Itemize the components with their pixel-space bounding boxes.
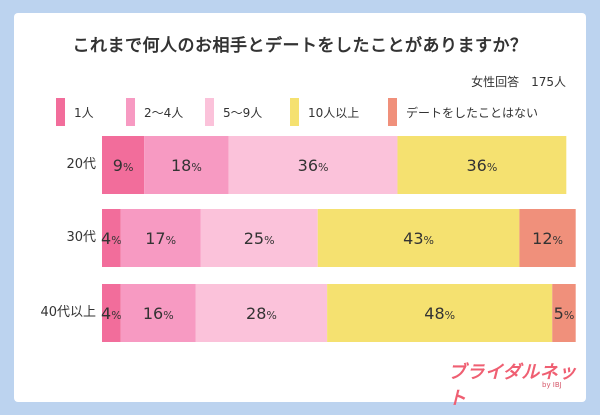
legend-item: 10人以上 (290, 97, 359, 127)
legend-label: 2～4人 (144, 105, 184, 120)
data-label: 43% (403, 229, 434, 248)
data-label: 4% (101, 304, 122, 323)
legend-item: 1人 (56, 97, 94, 127)
bar-segment (102, 284, 121, 342)
data-label: 4% (101, 229, 122, 248)
bar-segment (552, 284, 576, 342)
bar-segment (519, 209, 576, 267)
chart-title: これまで何人のお相手とデートをしたことがありますか？ (72, 36, 528, 56)
data-label: 36% (298, 156, 329, 175)
bar-segment (144, 136, 229, 194)
legend-item: デートをしたことはない (388, 97, 538, 127)
legend-label: 10人以上 (308, 105, 360, 120)
stacked-bar-chart: 9% 18% 36% 36% 4% 17% 25% 43% 12% 4% 16% 28% 48% 5% (101, 136, 576, 342)
bar-segment (200, 209, 318, 267)
legend-swatch (388, 98, 397, 126)
legend-item: 5～9人 (205, 97, 262, 127)
legend-label: デートをしたことはない (406, 105, 539, 120)
legend-label: 1人 (74, 105, 94, 120)
bar-segment (195, 284, 328, 342)
row-label: 40代以上 (40, 305, 96, 320)
chart-card: これまで何人のお相手とデートをしたことがありますか？ 女性回答 175人 1人 2… (14, 13, 586, 409)
bar-segment (397, 136, 567, 194)
legend-swatch (205, 98, 214, 126)
bar-segment (102, 209, 121, 267)
data-label: 12% (532, 229, 563, 248)
bar-segment (102, 136, 145, 194)
bar-segment (120, 284, 196, 342)
chart-legend: 1人 2～4人 5～9人 10人以上 デートをしたことはない (14, 97, 586, 127)
bar-segment (120, 209, 201, 267)
bar-segment (327, 284, 553, 342)
respondents-count: 女性回答 175人 (471, 75, 566, 89)
brand-logo: ブライダルネット (448, 362, 577, 409)
legend-swatch (56, 98, 65, 126)
bar-segment (317, 209, 520, 267)
data-label: 28% (246, 304, 277, 323)
legend-label: 5～9人 (223, 105, 263, 120)
legend-swatch (290, 98, 299, 126)
legend-swatch (126, 98, 135, 126)
data-label: 36% (466, 156, 497, 175)
brand-sub-logo: by IBJ (542, 381, 562, 389)
data-label: 16% (143, 304, 174, 323)
bar-segment (228, 136, 398, 194)
row-label: 30代 (66, 230, 96, 245)
data-label: 17% (145, 229, 176, 248)
data-label: 9% (113, 156, 134, 175)
data-label: 5% (554, 304, 575, 323)
data-label: 25% (244, 229, 275, 248)
data-label: 18% (171, 156, 202, 175)
legend-item: 2～4人 (126, 97, 183, 127)
data-label: 48% (424, 304, 455, 323)
row-label: 20代 (66, 157, 96, 172)
